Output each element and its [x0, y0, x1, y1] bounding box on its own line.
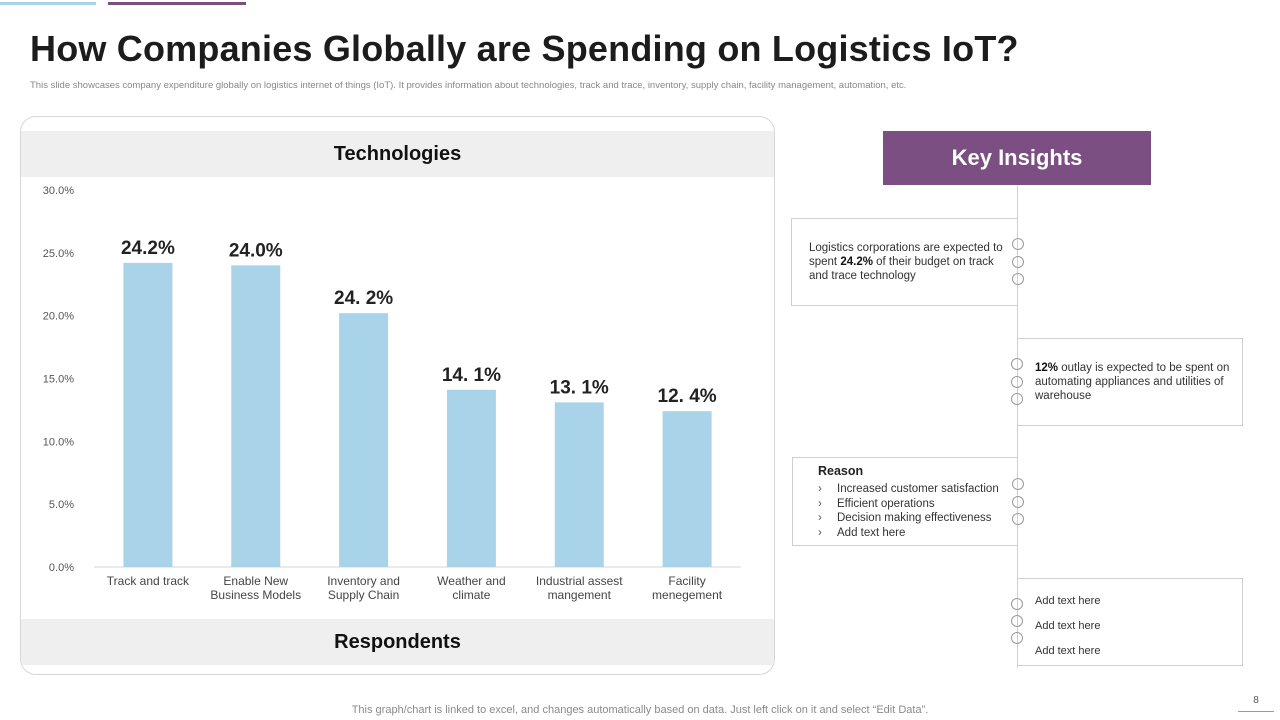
chart-card[interactable]: Technologies Respondents 0.0% 5.0% 10.0% 15…	[20, 116, 775, 675]
insight-box-placeholder: Add text here Add text here Add text her…	[1017, 578, 1243, 666]
insights-spine	[1017, 185, 1018, 668]
slide-title: How Companies Globally are Spending on L…	[30, 28, 1019, 69]
data-label: 24.2%	[121, 238, 175, 259]
binder-ring-icon	[1012, 513, 1024, 525]
x-tick-label-line: Weather and	[437, 574, 506, 588]
page-number-rule	[1238, 711, 1274, 712]
insight1-text-a: Logistics corporations are expected to s…	[809, 242, 1003, 268]
chevron-right-icon: ›	[818, 497, 822, 510]
binder-ring-icon	[1012, 238, 1024, 250]
x-tick-label: Facility menegement	[652, 574, 723, 602]
top-accent-line-purple	[108, 2, 246, 5]
x-tick-label: Track and track	[107, 574, 190, 588]
list-item: › Efficient operations	[818, 497, 1011, 512]
y-tick-label: 30.0%	[43, 185, 74, 197]
reason-list: › Increased customer satisfaction › Effici…	[818, 482, 1011, 540]
x-tick-label-line: Track and track	[107, 574, 190, 588]
y-tick-label: 10.0%	[43, 436, 74, 448]
chart-xlabel: Respondents	[21, 619, 774, 665]
binder-ring-icon	[1011, 615, 1023, 627]
insight-box-reason: Reason › Increased customer satisfaction …	[792, 457, 1018, 546]
data-label: 12. 4%	[658, 386, 717, 407]
insight2-highlight: 12%	[1035, 362, 1059, 374]
data-label: 13. 1%	[550, 377, 609, 398]
insight1-text-b: of their budget on track and trace techn…	[809, 256, 994, 282]
bar	[339, 313, 389, 567]
binder-ring-icon	[1012, 273, 1024, 285]
x-tick-label-line: Facility	[668, 574, 705, 588]
binder-ring-icon	[1011, 632, 1023, 644]
data-label: 14. 1%	[442, 365, 501, 386]
x-tick-label-line: Enable New	[223, 574, 288, 588]
placeholder-line: Add text here	[1035, 595, 1101, 607]
binder-ring-icon	[1011, 376, 1023, 388]
bar	[231, 265, 281, 567]
x-tick-label-line: menegement	[652, 588, 723, 602]
slide-subtitle: This slide showcases company expenditure…	[30, 80, 907, 91]
bar	[554, 402, 604, 567]
binder-ring-icon	[1011, 598, 1023, 610]
x-tick-label: Industrial assest mangement	[536, 574, 623, 602]
chevron-right-icon: ›	[818, 483, 822, 495]
chevron-right-icon: ›	[818, 512, 822, 524]
insight1-highlight: 24.2%	[840, 256, 873, 268]
placeholder-line: Add text here	[1035, 620, 1101, 632]
binder-ring-icon	[1011, 358, 1023, 370]
x-tick-label-line: mangement	[548, 588, 612, 602]
chevron-right-icon: ›	[818, 526, 822, 539]
binder-ring-icon	[1012, 478, 1024, 490]
insight-box-track-trace: Logistics corporations are expected to s…	[791, 218, 1018, 306]
chart-title: Technologies	[21, 131, 774, 177]
reason-item-text: Increased customer satisfaction	[837, 483, 999, 495]
list-item: › Increased customer satisfaction	[818, 482, 1011, 497]
binder-ring-icon	[1012, 256, 1024, 268]
data-label: 24. 2%	[334, 288, 393, 309]
y-tick-label: 5.0%	[49, 499, 74, 511]
key-insights-header: Key Insights	[883, 131, 1151, 185]
reason-title: Reason	[818, 464, 864, 478]
list-item: › Add text here	[818, 526, 1011, 541]
insight-box-automation: 12% outlay is expected to be spent on au…	[1017, 338, 1243, 426]
reason-item-text: Decision making effectiveness	[837, 512, 992, 524]
reason-item-text: Efficient operations	[837, 497, 935, 510]
reason-item-text: Add text here	[837, 526, 906, 539]
y-tick-label: 0.0%	[49, 562, 74, 574]
data-label: 24.0%	[229, 240, 283, 261]
page-number: 8	[1253, 695, 1259, 706]
bar	[446, 389, 496, 567]
x-tick-label-line: Business Models	[210, 588, 301, 602]
y-tick-label: 25.0%	[43, 248, 74, 260]
bar	[662, 411, 712, 567]
x-tick-label-line: Supply Chain	[328, 588, 399, 602]
insight2-text: outlay is expected to be spent on automa…	[1035, 362, 1230, 402]
bar	[123, 262, 173, 567]
top-accent-line-blue	[0, 2, 96, 5]
y-tick-label: 20.0%	[43, 311, 74, 323]
footer-note: This graph/chart is linked to excel, and…	[351, 704, 929, 716]
y-tick-label: 15.0%	[43, 374, 74, 386]
bar-chart[interactable]: 0.0% 5.0% 10.0% 15.0% 20.0% 25.0% 30.0% 24.2% Tr…	[21, 117, 774, 674]
x-tick-label: Enable New Business Models	[210, 574, 301, 602]
x-tick-label-line: Inventory and	[327, 574, 400, 588]
x-tick-label-line: Industrial assest	[536, 574, 623, 588]
x-tick-label-line: climate	[452, 588, 490, 602]
placeholder-line: Add text here	[1035, 645, 1101, 657]
binder-ring-icon	[1012, 496, 1024, 508]
x-tick-label: Inventory and Supply Chain	[327, 574, 400, 602]
x-tick-label: Weather and climate	[437, 574, 506, 602]
binder-ring-icon	[1011, 393, 1023, 405]
list-item: › Decision making effectiveness	[818, 511, 1011, 526]
